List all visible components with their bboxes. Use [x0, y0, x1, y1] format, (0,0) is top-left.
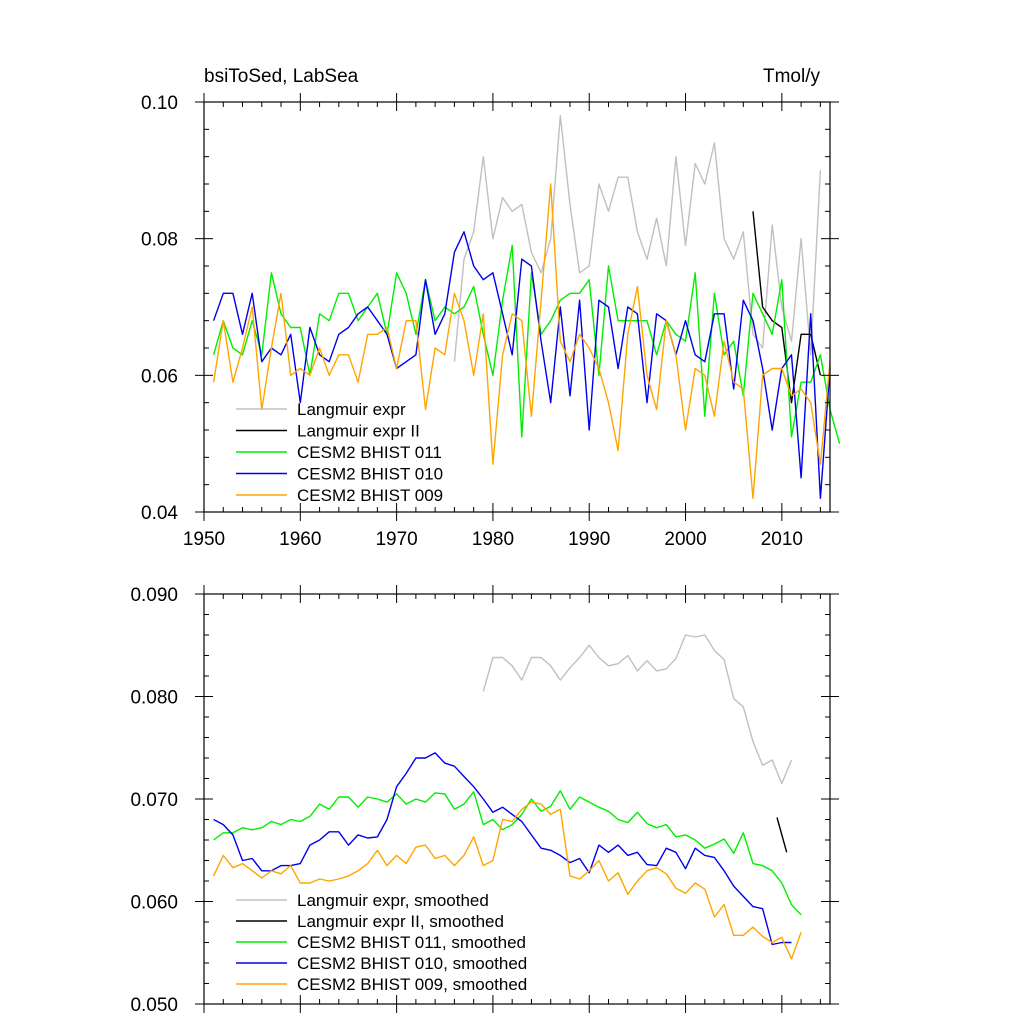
bottom-tick-layer: 0.050 0.060 0.070 0.080 0.090	[130, 585, 839, 1016]
legend-label-cesm2-bhist-010: CESM2 BHIST 010	[297, 465, 443, 484]
top-series-layer	[212, 114, 841, 499]
series-line-cesm2-bhist-009-smoothed	[212, 801, 802, 960]
series-line-langmuir-expr-smoothed	[482, 634, 793, 785]
y-tick-label: 0.050	[130, 995, 178, 1016]
x-tick-label: 1990	[568, 529, 610, 550]
legend-label-langmuir-expr-ii: Langmuir expr II	[297, 422, 420, 441]
y-tick-label: 0.06	[141, 366, 178, 387]
series-line-cesm2-bhist-011-smoothed	[213, 790, 802, 916]
bottom-panel: 0.050 0.060 0.070 0.080 0.090 Langmuir expr,…	[130, 585, 839, 1016]
y-tick-label: 0.080	[130, 688, 178, 709]
bottom-series-layer	[212, 634, 802, 960]
y-tick-label: 0.060	[130, 893, 178, 914]
x-tick-label: 2000	[664, 529, 706, 550]
legend-label-cesm2-bhist-009-smoothed: CESM2 BHIST 009, smoothed	[297, 975, 527, 994]
y-tick-label: 0.070	[130, 790, 178, 811]
legend-label-cesm2-bhist-009: CESM2 BHIST 009	[297, 486, 443, 505]
series-line-cesm2-bhist-009	[212, 183, 831, 499]
y-tick-label: 0.04	[141, 503, 178, 524]
series-line-langmuir-expr	[453, 114, 822, 362]
series-line-cesm2-bhist-010-smoothed	[213, 752, 792, 946]
y-tick-label: 0.08	[141, 230, 178, 251]
y-tick-label: 0.090	[130, 585, 178, 606]
legend-label-cesm2-bhist-010-smoothed: CESM2 BHIST 010, smoothed	[297, 954, 527, 973]
legend-label-cesm2-bhist-011: CESM2 BHIST 011	[297, 443, 442, 462]
legend-label-langmuir-expr: Langmuir expr	[297, 400, 406, 419]
x-tick-label: 1960	[279, 529, 321, 550]
top-tick-layer: 1950 1960 1970 1980 1990 2000 2010 0.04 0.06 0.08…	[141, 93, 839, 550]
bottom-legend: Langmuir expr, smoothed Langmuir expr II,…	[236, 891, 527, 994]
legend-label-cesm2-bhist-011-smoothed: CESM2 BHIST 011, smoothed	[297, 933, 526, 952]
legend-label-langmuir-expr-ii-smoothed: Langmuir expr II, smoothed	[297, 912, 504, 931]
x-tick-label: 1950	[183, 529, 225, 550]
top-plot-frame	[203, 101, 831, 513]
x-tick-label: 1980	[472, 529, 514, 550]
series-line-cesm2-bhist-011	[212, 244, 841, 444]
top-panel-units: Tmol/y	[763, 66, 821, 87]
top-panel-title: bsiToSed, LabSea	[204, 66, 359, 87]
legend-label-langmuir-expr-smoothed: Langmuir expr, smoothed	[297, 891, 489, 910]
x-tick-label: 2010	[761, 529, 803, 550]
bottom-plot-frame	[203, 593, 831, 1005]
series-line-cesm2-bhist-010	[212, 231, 831, 499]
top-legend: Langmuir expr Langmuir expr II CESM2 BHIST…	[236, 400, 443, 505]
y-tick-label: 0.10	[141, 93, 178, 114]
x-tick-label: 1970	[375, 529, 417, 550]
series-line-langmuir-expr-ii-smoothed	[776, 817, 788, 853]
top-panel: bsiToSed, LabSea Tmol/y 1950 1960 1970 1980…	[141, 66, 841, 550]
